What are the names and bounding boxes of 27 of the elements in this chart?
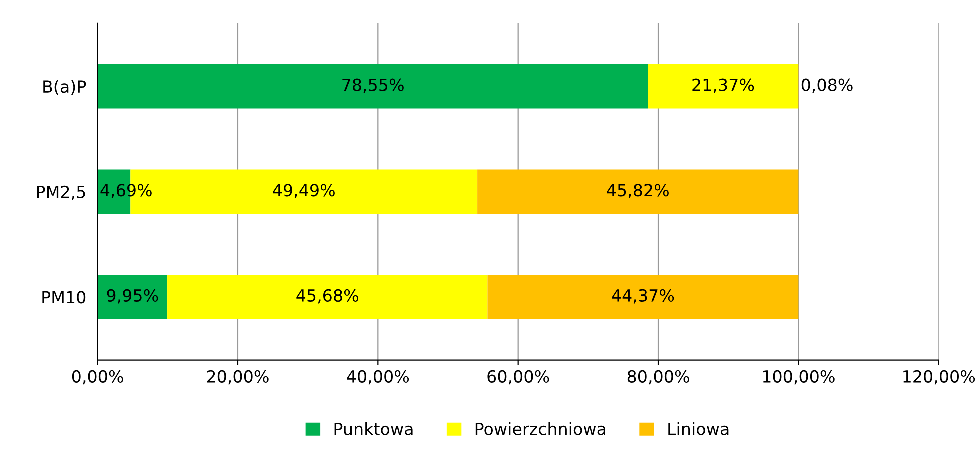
legend-label: Punktowa xyxy=(334,422,413,436)
bar xyxy=(168,275,488,320)
x-tick-label: 40,00% xyxy=(347,370,410,385)
bar xyxy=(98,64,648,109)
bar xyxy=(648,64,798,109)
x-tick-label: 60,00% xyxy=(488,370,550,385)
bar xyxy=(478,170,799,214)
x-tick-label: 120,00% xyxy=(904,370,976,385)
x-tick-label: 100,00% xyxy=(763,370,835,385)
y-tick-label: B(a)P xyxy=(44,80,86,96)
data-label: 78,55% xyxy=(342,78,404,94)
y-tick-label: PM2,5 xyxy=(37,186,86,200)
bar xyxy=(488,275,799,320)
x-tick-label: 80,00% xyxy=(628,370,690,385)
bar xyxy=(98,275,168,320)
data-label: 44,37% xyxy=(612,289,674,304)
data-label: 45,82% xyxy=(607,184,669,198)
y-tick-label: PM10 xyxy=(42,291,86,304)
data-label: 0,08% xyxy=(802,78,853,94)
data-label: 9,95% xyxy=(107,289,158,304)
x-tick-label: 20,00% xyxy=(207,370,269,385)
data-label: 45,68% xyxy=(296,289,358,304)
legend-label: Powierzchniowa xyxy=(476,422,606,436)
x-tick-label: 0,00% xyxy=(72,370,124,385)
data-label: 49,49% xyxy=(273,184,335,198)
legend-label: Liniowa xyxy=(668,422,729,436)
data-label: 21,37% xyxy=(692,78,754,94)
